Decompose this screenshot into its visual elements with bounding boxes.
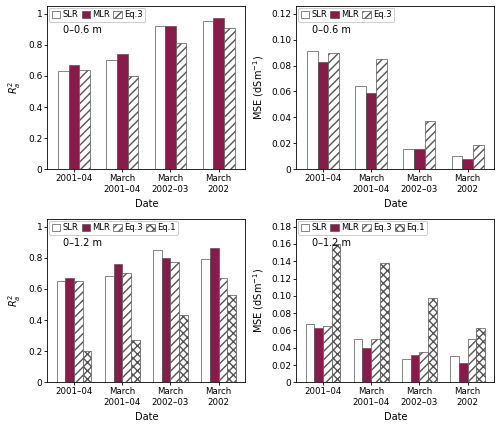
X-axis label: Date: Date (384, 199, 407, 209)
Bar (165, 26, 175, 169)
Bar (176, 43, 186, 169)
Bar (202, 259, 210, 382)
Bar (203, 21, 213, 169)
Bar (354, 339, 362, 382)
Text: 0–0.6 m: 0–0.6 m (63, 25, 102, 36)
Bar (473, 145, 484, 169)
Bar (82, 351, 92, 382)
Bar (122, 273, 131, 382)
Bar (74, 281, 82, 382)
Bar (452, 156, 462, 169)
Bar (380, 263, 388, 382)
Bar (414, 149, 424, 169)
Bar (450, 357, 459, 382)
Bar (404, 149, 414, 169)
Bar (468, 339, 476, 382)
Bar (114, 264, 122, 382)
Bar (154, 26, 165, 169)
Bar (179, 315, 188, 382)
Y-axis label: MSE (dSm$^{-1}$): MSE (dSm$^{-1}$) (251, 268, 266, 333)
Y-axis label: MSE (dSm$^{-1}$): MSE (dSm$^{-1}$) (251, 55, 266, 120)
Bar (58, 71, 68, 169)
Legend: SLR, MLR, Eq.3: SLR, MLR, Eq.3 (298, 8, 394, 21)
Bar (428, 297, 437, 382)
Bar (476, 328, 485, 382)
Bar (218, 278, 228, 382)
Bar (376, 59, 387, 169)
Bar (128, 76, 138, 169)
Bar (131, 340, 140, 382)
Bar (402, 359, 410, 382)
Bar (210, 248, 218, 382)
Bar (214, 18, 224, 169)
Legend: SLR, MLR, Eq.3, Eq.1: SLR, MLR, Eq.3, Eq.1 (49, 220, 178, 235)
Bar (328, 53, 339, 169)
Bar (117, 54, 128, 169)
Bar (68, 65, 80, 169)
Bar (162, 258, 170, 382)
Bar (459, 363, 468, 382)
X-axis label: Date: Date (134, 199, 158, 209)
Y-axis label: $R_a^2$: $R_a^2$ (6, 294, 22, 307)
Bar (105, 276, 114, 382)
Bar (410, 355, 420, 382)
Bar (66, 278, 74, 382)
Bar (323, 326, 332, 382)
Bar (314, 328, 323, 382)
Bar (170, 262, 179, 382)
Bar (56, 281, 66, 382)
Text: 0–1.2 m: 0–1.2 m (63, 238, 102, 249)
Text: 0–1.2 m: 0–1.2 m (312, 238, 351, 249)
Bar (318, 62, 328, 169)
Bar (153, 250, 162, 382)
Legend: SLR, MLR, Eq.3, Eq.1: SLR, MLR, Eq.3, Eq.1 (298, 220, 427, 235)
Bar (424, 121, 436, 169)
Bar (307, 51, 318, 169)
Legend: SLR, MLR, Eq.3: SLR, MLR, Eq.3 (49, 8, 146, 21)
X-axis label: Date: Date (384, 412, 407, 422)
Bar (106, 60, 117, 169)
Bar (80, 70, 90, 169)
Bar (366, 93, 376, 169)
Bar (224, 28, 234, 169)
Bar (462, 159, 473, 169)
Bar (371, 339, 380, 382)
Bar (362, 348, 371, 382)
Bar (332, 244, 340, 382)
Bar (420, 352, 428, 382)
Bar (228, 295, 236, 382)
Text: 0–0.6 m: 0–0.6 m (312, 25, 351, 36)
Bar (306, 324, 314, 382)
Bar (355, 86, 366, 169)
Y-axis label: $R_a^2$: $R_a^2$ (6, 81, 22, 94)
X-axis label: Date: Date (134, 412, 158, 422)
